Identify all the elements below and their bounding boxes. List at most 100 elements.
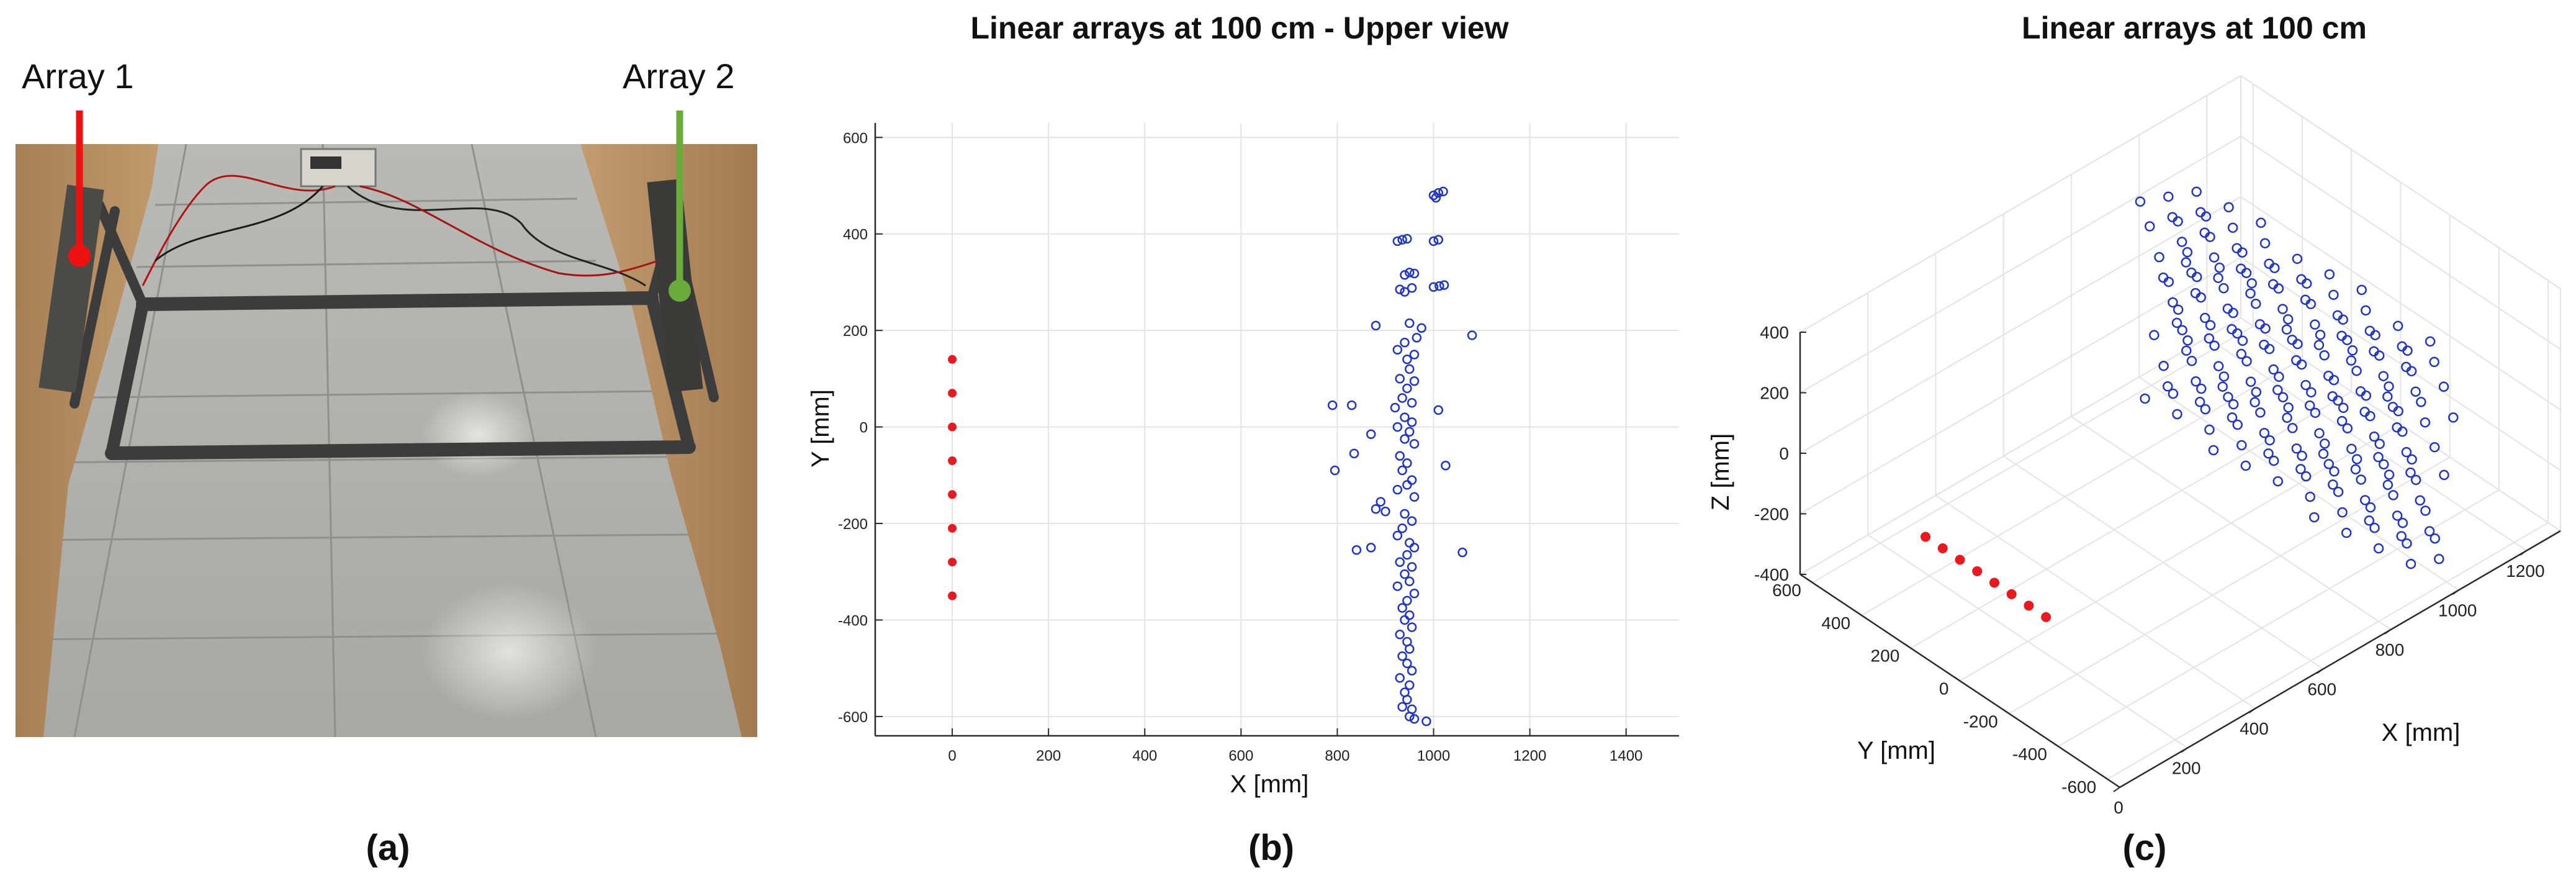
chart-c-points <box>1921 186 2459 622</box>
detection-point <box>2370 330 2380 340</box>
array2-marker-dot <box>669 279 691 302</box>
detection-point <box>1404 712 1415 722</box>
x-tick <box>2384 629 2392 635</box>
detection-point <box>1349 448 1359 459</box>
detection-point <box>2255 407 2266 418</box>
detection-point <box>2350 464 2361 475</box>
detection-point <box>2228 399 2239 410</box>
detection-point <box>1428 190 1439 201</box>
x-tick-label: 600 <box>1228 748 1253 764</box>
y-tick-label: 200 <box>843 323 868 340</box>
detection-point <box>1433 188 1444 198</box>
detection-point <box>2420 505 2431 516</box>
detection-point <box>2291 443 2302 454</box>
detection-point <box>1400 270 1410 280</box>
panel-a: Array 1 Array 2 (a) <box>15 57 758 868</box>
chart-c-title: Linear arrays at 100 cm <box>2022 11 2367 45</box>
detection-point <box>2264 343 2275 355</box>
detection-point <box>1409 439 1420 449</box>
detection-point <box>2300 471 2312 482</box>
y-tick <box>1953 676 1961 682</box>
y-tick-label: 600 <box>843 130 868 147</box>
detection-point <box>1409 714 1420 724</box>
detection-point <box>1439 280 1449 290</box>
chart-b-ylabel: Y [mm] <box>807 389 834 468</box>
detection-point <box>2310 407 2321 419</box>
detection-point <box>2223 392 2233 402</box>
detection-point <box>2410 386 2421 397</box>
x-tick-label: 600 <box>2307 679 2336 699</box>
detection-point <box>2328 374 2340 386</box>
detection-point <box>2287 423 2298 433</box>
detection-point <box>1407 562 1417 572</box>
detection-point <box>2405 558 2416 569</box>
detection-point <box>1409 492 1420 502</box>
grid-line <box>2240 196 2561 410</box>
detection-point <box>2384 381 2394 392</box>
detection-point <box>1407 398 1417 408</box>
detection-point <box>2319 438 2330 449</box>
detection-point <box>2213 361 2224 371</box>
x-tick <box>2113 787 2120 792</box>
detection-point <box>2213 273 2223 283</box>
detection-point <box>1402 233 1412 244</box>
grid-line <box>1959 423 2402 682</box>
x-tick-label: 800 <box>2376 640 2405 659</box>
detection-point <box>2338 402 2349 414</box>
detection-point <box>2168 297 2178 308</box>
detection-point <box>1395 374 1405 384</box>
y-tick-label: -400 <box>2012 744 2047 764</box>
detection-point <box>1392 581 1403 591</box>
caption-c: (c) <box>2123 828 2167 868</box>
x-tick-label: 1000 <box>1417 748 1450 764</box>
detection-point <box>1366 543 1376 553</box>
detection-point <box>2158 361 2169 371</box>
detection-point <box>2277 392 2289 403</box>
detection-point <box>2273 283 2284 294</box>
y-tick-label: 0 <box>1939 679 1949 699</box>
detection-point <box>2346 355 2357 366</box>
detection-point <box>2246 278 2257 289</box>
detection-point <box>2268 364 2279 375</box>
detection-point <box>2292 253 2303 265</box>
detection-point <box>2218 283 2229 294</box>
detection-point <box>2313 340 2325 350</box>
detection-point <box>2396 531 2407 541</box>
detection-point <box>1327 400 1338 410</box>
z-tick-label: -400 <box>1754 565 1789 584</box>
detection-point <box>2392 510 2403 521</box>
x-tick-label: 0 <box>2114 798 2123 817</box>
detection-point <box>1404 538 1415 548</box>
detection-point <box>2172 409 2182 420</box>
detection-point <box>1392 236 1403 247</box>
detection-point <box>2231 328 2243 339</box>
detection-point <box>2209 252 2220 263</box>
detection-point <box>1400 412 1410 422</box>
x-tick-label: 200 <box>2172 758 2201 777</box>
detection-point <box>2342 335 2353 345</box>
detection-point <box>2365 502 2376 513</box>
detection-point <box>2425 336 2436 347</box>
sensor-point <box>2024 600 2034 611</box>
z-tick-label: 400 <box>1760 323 1789 342</box>
detection-point <box>2241 356 2252 367</box>
detection-point <box>1402 480 1412 490</box>
detection-point <box>2292 338 2303 350</box>
panel-c: Linear arrays at 100 cm 0 200 400 600 800 100… <box>1707 11 2561 868</box>
detection-point <box>2342 423 2353 434</box>
detection-point <box>1402 458 1412 468</box>
sensor-point <box>948 456 957 466</box>
detection-point <box>2162 381 2173 392</box>
sensor-point <box>948 422 957 432</box>
detection-point <box>2318 448 2329 459</box>
detection-point <box>2200 312 2210 324</box>
sensor-point <box>948 591 957 600</box>
y-tick-label: -200 <box>838 516 868 533</box>
chart-c-axes <box>1799 332 2561 792</box>
detection-point <box>2314 428 2325 439</box>
sensor-point <box>948 523 957 533</box>
array1-marker-dot <box>68 245 91 267</box>
detection-point <box>2227 412 2238 423</box>
detection-point <box>2218 371 2230 382</box>
